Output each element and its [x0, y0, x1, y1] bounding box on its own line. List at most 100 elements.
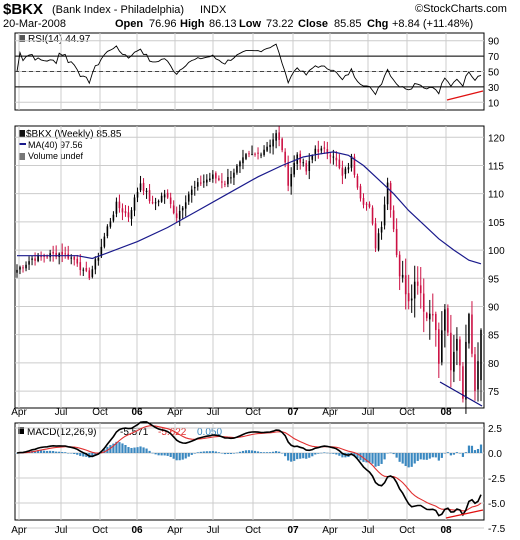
macd-hist-bar-9	[43, 450, 46, 453]
price-candle-132	[413, 281, 416, 299]
price-candle-4	[28, 261, 30, 265]
price-candle-26	[94, 259, 97, 270]
macd-hist-bar-101	[320, 452, 323, 454]
macd-hist-bar-98	[311, 453, 314, 457]
price-candle-74	[239, 161, 241, 167]
low-label: Low	[239, 18, 261, 30]
price-candle-95	[302, 162, 305, 164]
macd-hist-bar-142	[443, 453, 446, 454]
price-candle-32	[112, 214, 115, 221]
macd-tick-0: 2.5	[488, 424, 502, 435]
macd-hist-bar-88	[281, 453, 284, 454]
macd-hist-bar-150	[467, 445, 471, 453]
macd-hist-bar-133	[416, 453, 419, 461]
price-candle-60	[196, 182, 199, 187]
macd-hist-bar-74	[238, 451, 242, 453]
price-candle-55	[181, 207, 184, 211]
macd-hist-bar-102	[323, 452, 326, 453]
macd-hist-bar-95	[302, 453, 305, 459]
price-candle-19	[73, 256, 76, 260]
price-candle-27	[97, 257, 100, 261]
macd-signal-line	[16, 425, 482, 512]
price-candle-73	[236, 165, 238, 173]
rsi-legend-swatch	[19, 35, 25, 42]
x-label-macd-8: Apr	[322, 525, 338, 536]
x-label-macd-10: Oct	[399, 525, 415, 536]
price-candle-154	[480, 329, 482, 381]
price-candle-40	[136, 191, 139, 198]
macd-hist-bar-135	[422, 453, 425, 460]
x-label-price-4: Apr	[167, 407, 183, 418]
price-candle-30	[106, 226, 109, 237]
macd-panel-frame	[14, 422, 485, 521]
price-tick-8: 80	[488, 359, 500, 370]
price-candle-96	[305, 163, 308, 172]
ma-legend: MA(40) 97.56	[28, 140, 83, 150]
macd-hist-bar-81	[259, 452, 263, 453]
macd-hist-bar-6	[33, 451, 37, 453]
open-label: Open	[115, 18, 143, 30]
macd-hist-bar-118	[371, 453, 374, 464]
macd-hist-bar-15	[61, 452, 64, 453]
macd-hist-bar-136	[425, 453, 428, 460]
price-candle-39	[133, 197, 136, 211]
price-candle-75	[242, 157, 244, 164]
price-tick-6: 90	[488, 302, 500, 313]
price-tick-7: 85	[488, 331, 500, 342]
price-candle-118	[371, 207, 374, 224]
macd-hist-bar-46	[154, 453, 157, 455]
macd-hist-bar-138	[431, 453, 434, 458]
rsi-legend: RSI(14) 44.97	[28, 34, 91, 45]
price-candle-6	[34, 258, 36, 261]
price-candle-119	[374, 223, 377, 249]
price-candle-21	[79, 262, 82, 271]
macd-hist-bar-83	[265, 452, 269, 453]
macd-hist-bar-134	[419, 453, 422, 460]
macd-hist-bar-84	[268, 452, 272, 453]
price-candle-69	[224, 183, 226, 185]
price-candle-87	[278, 132, 280, 140]
price-candle-126	[395, 228, 398, 255]
price-legend-swatch	[19, 130, 25, 137]
price-candle-61	[199, 182, 202, 184]
price-candle-56	[184, 202, 187, 209]
price-candle-101	[320, 148, 323, 151]
rsi-tick-3: 30	[488, 83, 500, 94]
price-candle-36	[124, 211, 127, 214]
macd-hist-bar-17	[67, 453, 70, 454]
macd-hist-bar-12	[52, 450, 55, 453]
macd-layer	[15, 421, 484, 519]
macd-hist-bar-0	[15, 453, 19, 454]
macd-hist-bar-89	[284, 453, 287, 457]
macd-hist-bar-105	[332, 453, 335, 454]
price-candle-54	[178, 210, 181, 220]
macd-hist-bar-87	[278, 451, 281, 453]
price-candle-151	[471, 314, 473, 354]
macd-tick-1: 0.0	[488, 449, 502, 460]
macd-hist-bar-33	[115, 441, 118, 453]
macd-hist-bar-18	[70, 453, 73, 454]
macd-hist-bar-37	[127, 447, 130, 453]
macd-hist-bar-116	[365, 453, 368, 463]
price-candle-62	[203, 181, 205, 183]
price-candle-130	[407, 293, 410, 302]
price-candle-112	[353, 156, 356, 175]
price-candle-110	[347, 167, 350, 170]
macd-legend-prefix: MACD(12,26,9)	[27, 427, 96, 438]
macd-hist-bar-108	[341, 453, 344, 458]
macd-hist-bar-10	[46, 450, 49, 453]
price-candle-59	[193, 187, 196, 189]
price-candle-92	[293, 163, 295, 175]
price-candle-111	[350, 156, 353, 168]
macd-hist-bar-86	[275, 451, 278, 453]
x-label-price-2: Oct	[92, 407, 108, 418]
price-tick-5: 95	[488, 274, 500, 285]
price-candle-100	[317, 149, 320, 153]
macd-legend-swatch	[18, 427, 24, 434]
macd-hist-bar-137	[428, 453, 431, 459]
price-candle-88	[281, 138, 283, 151]
price-candle-103	[326, 148, 329, 154]
x-label-price-1: Jul	[55, 407, 68, 418]
macd-hist-bar-20	[76, 453, 79, 455]
macd-hist-bar-67	[217, 452, 220, 453]
